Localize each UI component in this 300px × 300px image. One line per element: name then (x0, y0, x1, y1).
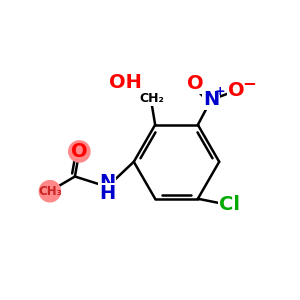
Text: CH₂: CH₂ (140, 92, 165, 105)
Circle shape (39, 181, 61, 202)
Text: O: O (71, 142, 88, 161)
Text: −: − (242, 74, 256, 92)
Circle shape (69, 141, 90, 162)
Text: O: O (228, 81, 245, 101)
Text: N: N (203, 90, 219, 109)
Text: CH₃: CH₃ (38, 185, 62, 198)
Text: Cl: Cl (219, 195, 240, 214)
Text: N: N (99, 173, 116, 193)
Text: +: + (214, 85, 225, 98)
Text: OH: OH (109, 73, 142, 92)
Text: O: O (187, 74, 203, 93)
Text: H: H (99, 184, 116, 203)
